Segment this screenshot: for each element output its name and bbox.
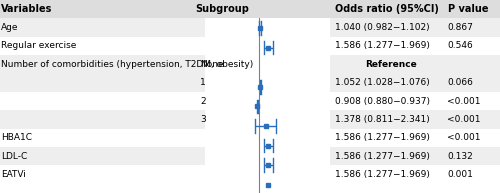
Text: None: None bbox=[200, 60, 224, 69]
Text: 0.066: 0.066 bbox=[448, 78, 473, 87]
Text: Age: Age bbox=[1, 23, 18, 32]
Text: 0.001: 0.001 bbox=[448, 170, 473, 179]
Text: 0.546: 0.546 bbox=[448, 41, 473, 50]
Text: 1.378 (0.811−2.341): 1.378 (0.811−2.341) bbox=[335, 115, 430, 124]
Text: Regular exercise: Regular exercise bbox=[1, 41, 76, 50]
Text: 1.586 (1.277−1.969): 1.586 (1.277−1.969) bbox=[335, 152, 430, 161]
Text: 2: 2 bbox=[200, 96, 205, 106]
Text: Subgroup: Subgroup bbox=[195, 4, 249, 14]
Text: 1: 1 bbox=[200, 78, 206, 87]
Text: Reference: Reference bbox=[366, 60, 417, 69]
Text: 3: 3 bbox=[200, 115, 206, 124]
Text: <0.001: <0.001 bbox=[448, 115, 481, 124]
Text: 1.586 (1.277−1.969): 1.586 (1.277−1.969) bbox=[335, 133, 430, 142]
Text: 1.040 (0.982−1.102): 1.040 (0.982−1.102) bbox=[335, 23, 430, 32]
Text: LDL-C: LDL-C bbox=[1, 152, 27, 161]
Text: <0.001: <0.001 bbox=[448, 133, 481, 142]
Text: 0.908 (0.880−0.937): 0.908 (0.880−0.937) bbox=[335, 96, 430, 106]
Text: 1.586 (1.277−1.969): 1.586 (1.277−1.969) bbox=[335, 170, 430, 179]
Text: Number of comorbidities (hypertension, T2DM, obesity): Number of comorbidities (hypertension, T… bbox=[1, 60, 254, 69]
Text: 1.052 (1.028−1.076): 1.052 (1.028−1.076) bbox=[335, 78, 430, 87]
Text: EATVi: EATVi bbox=[1, 170, 26, 179]
Text: Odds ratio (95%CI): Odds ratio (95%CI) bbox=[335, 4, 439, 14]
Text: 0.132: 0.132 bbox=[448, 152, 473, 161]
Text: P value: P value bbox=[448, 4, 488, 14]
Text: 1.586 (1.277−1.969): 1.586 (1.277−1.969) bbox=[335, 41, 430, 50]
Text: 0.867: 0.867 bbox=[448, 23, 473, 32]
Text: Variables: Variables bbox=[1, 4, 52, 14]
Text: HBA1C: HBA1C bbox=[1, 133, 32, 142]
Text: <0.001: <0.001 bbox=[448, 96, 481, 106]
